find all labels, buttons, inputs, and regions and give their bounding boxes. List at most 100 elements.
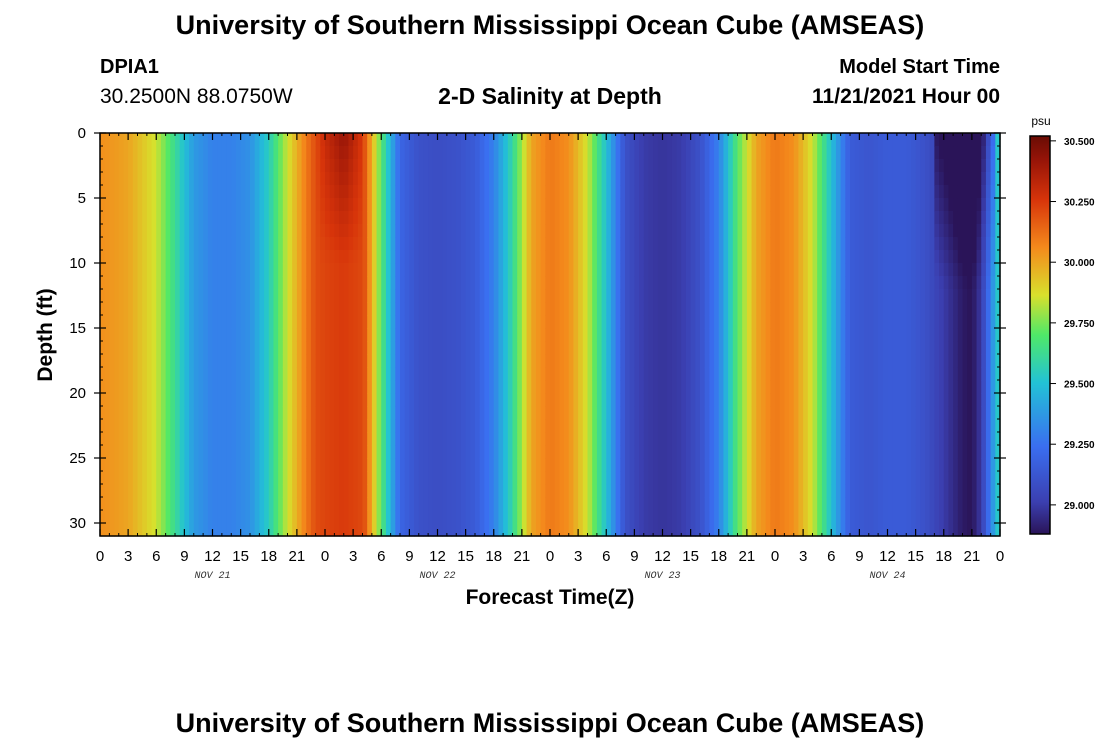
heatmap-cell	[821, 445, 828, 459]
heatmap-cell	[610, 341, 617, 355]
heatmap-cell	[760, 237, 767, 251]
heatmap-cell	[245, 406, 251, 420]
heatmap-cell	[137, 419, 143, 433]
heatmap-cell	[442, 133, 448, 147]
heatmap-cell	[320, 250, 326, 264]
heatmap-cell	[400, 302, 406, 316]
heatmap-cell	[306, 172, 312, 186]
heatmap-cell	[685, 315, 692, 329]
heatmap-cell	[620, 302, 626, 316]
heatmap-cell	[676, 146, 682, 160]
heatmap-cell	[493, 432, 500, 446]
heatmap-cell	[850, 523, 856, 537]
heatmap-cell	[821, 393, 828, 407]
heatmap-cell	[217, 419, 223, 433]
heatmap-cell	[770, 445, 776, 459]
heatmap-cell	[353, 380, 359, 394]
heatmap-cell	[381, 289, 387, 303]
heatmap-cell	[156, 458, 162, 472]
heatmap-cell	[226, 406, 232, 420]
heatmap-cell	[765, 367, 771, 381]
heatmap-cell	[240, 419, 246, 433]
heatmap-cell	[390, 354, 396, 368]
heatmap-cell	[484, 354, 490, 368]
heatmap-cell	[620, 211, 626, 225]
heatmap-cell	[789, 445, 795, 459]
heatmap-cell	[428, 523, 434, 537]
heatmap-cell	[601, 289, 607, 303]
heatmap-cell	[456, 263, 462, 277]
heatmap-cell	[489, 198, 495, 212]
heatmap-cell	[128, 276, 134, 290]
heatmap-cell	[160, 471, 167, 485]
heatmap-cell	[367, 315, 373, 329]
heatmap-cell	[601, 315, 607, 329]
heatmap-cell	[728, 419, 734, 433]
heatmap-cell	[798, 432, 804, 446]
heatmap-cell	[685, 328, 692, 342]
heatmap-cell	[409, 250, 415, 264]
heatmap-cell	[160, 172, 167, 186]
heatmap-cell	[568, 445, 575, 459]
heatmap-cell	[451, 458, 457, 472]
heatmap-cell	[179, 185, 185, 199]
heatmap-cell	[681, 198, 687, 212]
heatmap-cell	[765, 380, 771, 394]
heatmap-cell	[470, 276, 476, 290]
heatmap-cell	[165, 523, 171, 537]
heatmap-cell	[118, 341, 125, 355]
heatmap-cell	[456, 172, 462, 186]
heatmap-cell	[114, 328, 120, 342]
heatmap-cell	[170, 250, 176, 264]
heatmap-cell	[639, 432, 645, 446]
heatmap-cell	[123, 497, 129, 511]
heatmap-cell	[709, 315, 715, 329]
heatmap-cell	[123, 432, 129, 446]
heatmap-cell	[596, 484, 603, 498]
heatmap-cell	[292, 497, 298, 511]
heatmap-cell	[170, 224, 176, 238]
heatmap-cell	[690, 523, 696, 537]
heatmap-cell	[601, 497, 607, 511]
heatmap-cell	[264, 432, 270, 446]
heatmap-cell	[690, 289, 696, 303]
heatmap-cell	[132, 497, 139, 511]
heatmap-cell	[559, 133, 565, 147]
heatmap-cell	[442, 419, 448, 433]
heatmap-cell	[282, 133, 289, 147]
heatmap-cell	[132, 315, 139, 329]
heatmap-cell	[573, 263, 579, 277]
heatmap-cell	[400, 159, 406, 173]
heatmap-cell	[207, 380, 214, 394]
heatmap-cell	[723, 146, 729, 160]
heatmap-cell	[550, 211, 556, 225]
heatmap-cell	[296, 315, 303, 329]
heatmap-cell	[531, 146, 537, 160]
heatmap-cell	[217, 302, 223, 316]
heatmap-cell	[414, 315, 420, 329]
heatmap-cell	[690, 445, 696, 459]
heatmap-cell	[690, 276, 696, 290]
heatmap-cell	[470, 458, 476, 472]
heatmap-cell	[254, 510, 260, 524]
heatmap-cell	[306, 458, 312, 472]
heatmap-cell	[831, 419, 837, 433]
heatmap-cell	[610, 484, 617, 498]
heatmap-cell	[807, 224, 814, 238]
heatmap-cell	[390, 445, 396, 459]
heatmap-cell	[648, 380, 654, 394]
heatmap-cell	[409, 458, 415, 472]
heatmap-cell	[320, 458, 326, 472]
heatmap-cell	[756, 341, 762, 355]
heatmap-cell	[301, 315, 307, 329]
heatmap-cell	[409, 497, 415, 511]
heatmap-cell	[301, 185, 307, 199]
heatmap-cell	[625, 445, 631, 459]
heatmap-cell	[521, 471, 528, 485]
heatmap-cell	[203, 133, 209, 147]
heatmap-cell	[235, 419, 242, 433]
heatmap-cell	[625, 263, 631, 277]
heatmap-cell	[114, 172, 120, 186]
heatmap-cell	[835, 328, 842, 342]
heatmap-cell	[114, 380, 120, 394]
